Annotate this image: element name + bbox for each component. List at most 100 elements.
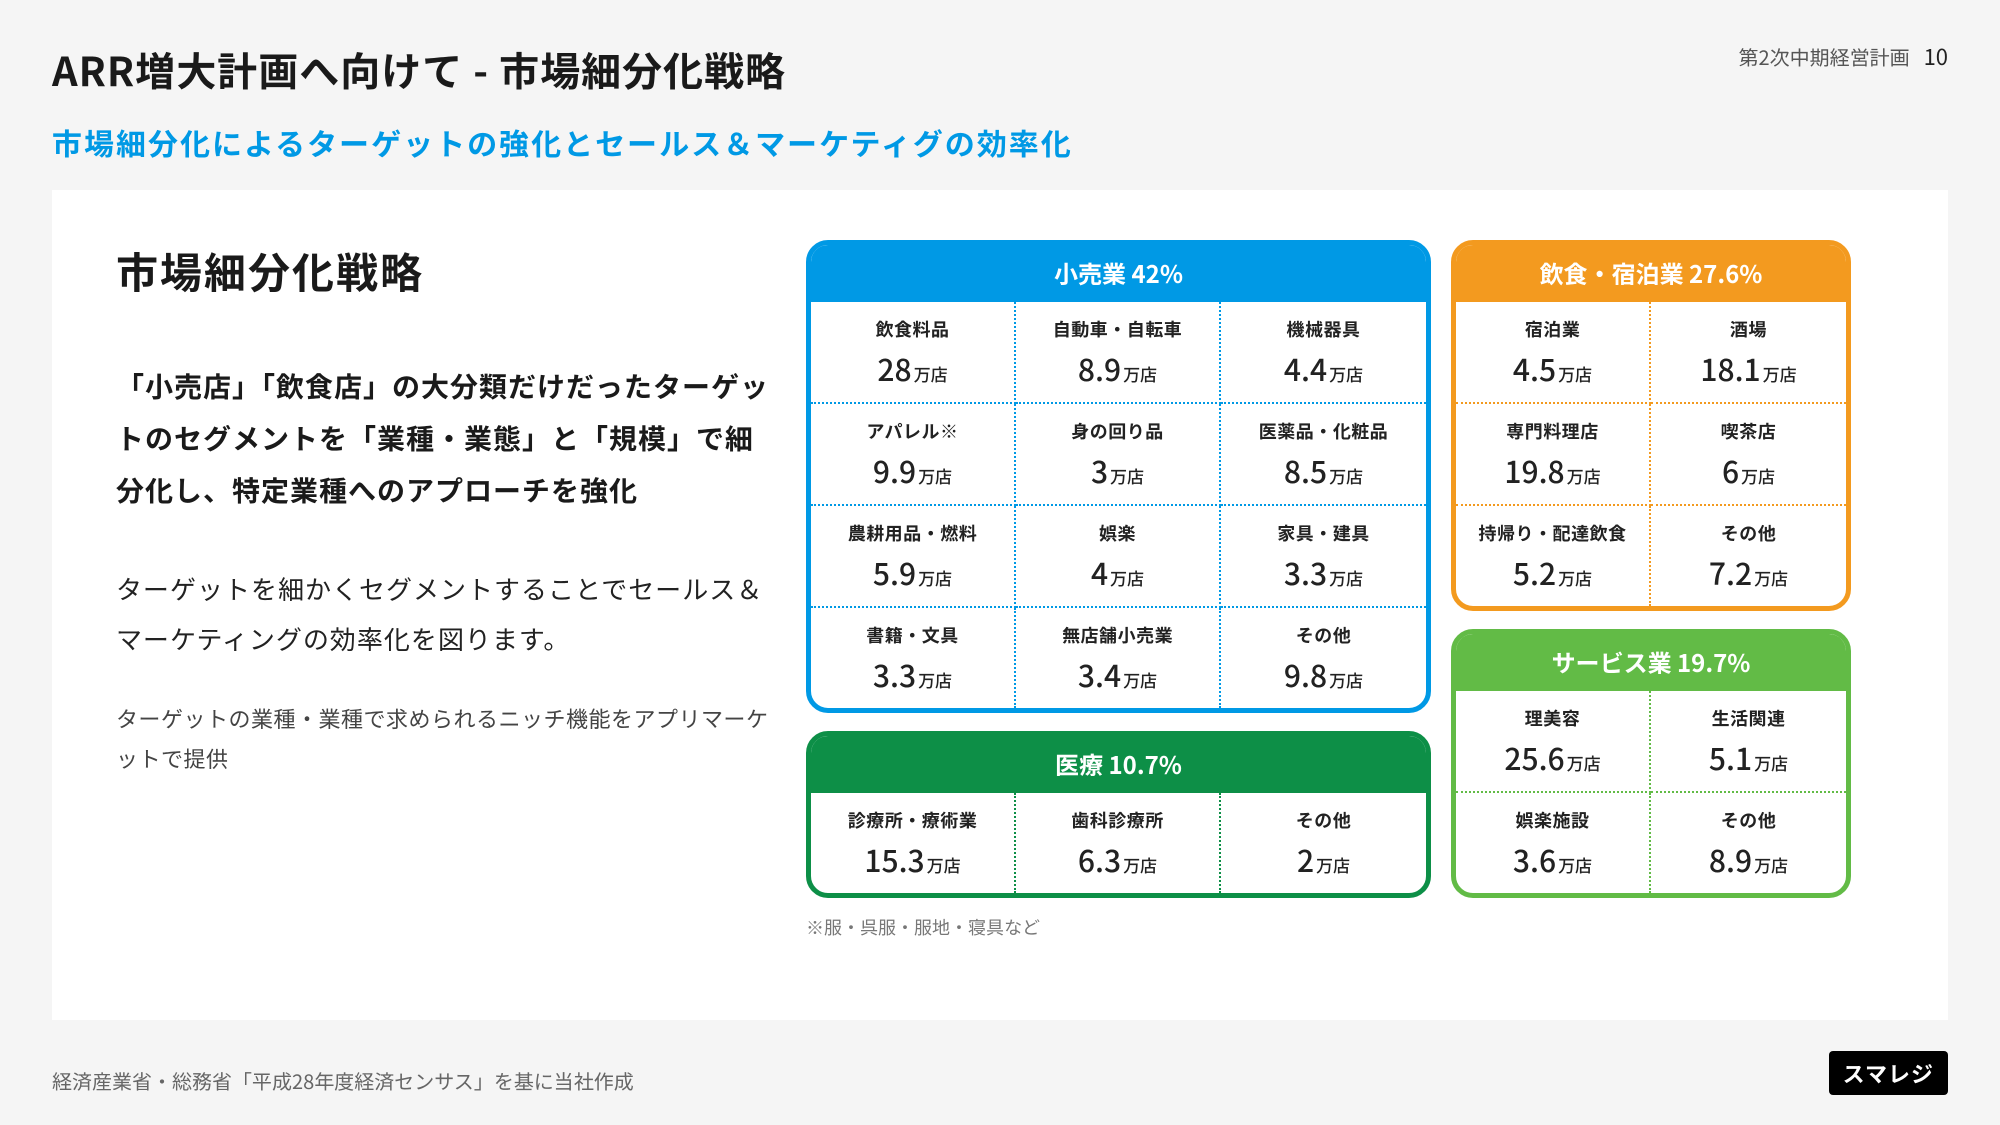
- segment-cell: 専門料理店19.8万店: [1456, 404, 1651, 506]
- segment-box-service: サービス業 19.7%理美容25.6万店生活関連5.1万店娯楽施設3.6万店その…: [1451, 629, 1851, 898]
- segment-cells: 理美容25.6万店生活関連5.1万店娯楽施設3.6万店その他8.9万店: [1456, 691, 1846, 893]
- segment-cells: 宿泊業4.5万店酒場18.1万店専門料理店19.8万店喫茶店6万店持帰り・配達飲…: [1456, 302, 1846, 606]
- segment-header: 飲食・宿泊業 27.6%: [1456, 245, 1846, 302]
- segment-header: 小売業 42%: [811, 245, 1426, 302]
- cell-value: 6万店: [1722, 448, 1775, 492]
- cell-unit: 万店: [918, 565, 952, 590]
- section-heading: 市場細分化戦略: [116, 240, 776, 301]
- subtitle: 市場細分化によるターゲットの強化とセールス＆マーケティグの効率化: [52, 120, 1948, 164]
- segment-cell: 歯科診療所 6.3万店: [1016, 793, 1221, 893]
- cell-value: 9.9万店: [873, 448, 952, 492]
- cell-label: 専門料理店: [1460, 418, 1645, 444]
- cell-unit: 万店: [1754, 565, 1788, 590]
- brand-logo: スマレジ: [1829, 1051, 1948, 1095]
- cell-label: 持帰り・配達飲食: [1460, 520, 1645, 546]
- slide: ARR増大計画へ向けて - 市場細分化戦略 第2次中期経営計画 10 市場細分化…: [0, 0, 2000, 1125]
- cell-value: 5.9万店: [873, 550, 952, 594]
- segment-cell: 身の回り品 3万店: [1016, 404, 1221, 506]
- cell-unit: 万店: [1763, 361, 1797, 386]
- segment-cell: その他 2万店: [1221, 793, 1426, 893]
- page-title: ARR増大計画へ向けて - 市場細分化戦略: [52, 40, 786, 98]
- cell-label: 書籍・文具: [815, 622, 1010, 648]
- page-number: 10: [1924, 40, 1948, 72]
- segment-cell: 自動車・自転車 8.9万店: [1016, 302, 1221, 404]
- cell-value: 7.2万店: [1709, 550, 1788, 594]
- cell-label: 家具・建具: [1225, 520, 1422, 546]
- cell-label: 理美容: [1460, 705, 1645, 731]
- segment-cell: 診療所・療術業 15.3万店: [811, 793, 1016, 893]
- segment-box-medical: 医療 10.7%診療所・療術業15.3万店歯科診療所6.3万店その他2万店: [806, 731, 1431, 898]
- segment-box-retail: 小売業 42%飲食料品28万店自動車・自転車8.9万店機械器具4.4万店アパレル…: [806, 240, 1431, 713]
- cell-value: 28万店: [877, 346, 947, 390]
- segment-cells: 診療所・療術業 15.3万店 歯科診療所 6.3万店 その他 2万店: [811, 793, 1426, 893]
- cell-unit: 万店: [1741, 463, 1775, 488]
- cell-label: 診療所・療術業: [815, 807, 1010, 833]
- cell-value: 5.1万店: [1709, 735, 1788, 779]
- cell-unit: 万店: [927, 852, 961, 877]
- plan-label: 第2次中期経営計画: [1738, 42, 1909, 71]
- cell-unit: 万店: [1754, 750, 1788, 775]
- cell-label: その他: [1655, 520, 1842, 546]
- cell-label: 機械器具: [1225, 316, 1422, 342]
- segment-cell: 喫茶店6万店: [1651, 404, 1846, 506]
- segment-cell: その他9.8万店: [1221, 608, 1426, 708]
- cell-unit: 万店: [1123, 361, 1157, 386]
- cell-label: その他: [1225, 807, 1422, 833]
- para-1: 「小売店」「飲食店」の大分類だけだったターゲットのセグメントを「業種・業態」と「…: [116, 361, 776, 516]
- header: ARR増大計画へ向けて - 市場細分化戦略 第2次中期経営計画 10: [52, 40, 1948, 98]
- cell-unit: 万店: [1123, 852, 1157, 877]
- cell-value: 4万店: [1091, 550, 1144, 594]
- cell-label: 歯科診療所: [1020, 807, 1215, 833]
- cell-unit: 万店: [1754, 852, 1788, 877]
- cell-label: 医薬品・化粧品: [1225, 418, 1422, 444]
- cell-unit: 万店: [1329, 565, 1363, 590]
- cell-label: 自動車・自転車: [1020, 316, 1215, 342]
- cell-unit: 万店: [1567, 463, 1601, 488]
- cell-unit: 万店: [918, 667, 952, 692]
- cell-label: 娯楽施設: [1460, 807, 1645, 833]
- para-3: ターゲットの業種・業種で求められるニッチ機能をアプリマーケットで提供: [116, 699, 776, 778]
- cell-unit: 万店: [1329, 361, 1363, 386]
- segment-grid: 小売業 42%飲食料品28万店自動車・自転車8.9万店機械器具4.4万店アパレル…: [806, 240, 1900, 990]
- cell-value: 8.9万店: [1709, 837, 1788, 881]
- cell-unit: 万店: [914, 361, 948, 386]
- content-panel: 市場細分化戦略 「小売店」「飲食店」の大分類だけだったターゲットのセグメントを「…: [52, 190, 1948, 1020]
- cell-label: 生活関連: [1655, 705, 1842, 731]
- segment-cell: 娯楽 4万店: [1016, 506, 1221, 608]
- cell-value: 3.4万店: [1078, 652, 1157, 696]
- segment-box-food: 飲食・宿泊業 27.6%宿泊業4.5万店酒場18.1万店専門料理店19.8万店喫…: [1451, 240, 1851, 611]
- segment-header: サービス業 19.7%: [1456, 634, 1846, 691]
- segment-cell: 宿泊業4.5万店: [1456, 302, 1651, 404]
- cell-unit: 万店: [1110, 565, 1144, 590]
- cell-unit: 万店: [1110, 463, 1144, 488]
- segment-cell: 書籍・文具 3.3万店: [811, 608, 1016, 708]
- cell-label: アパレル※: [815, 418, 1010, 444]
- segment-cell: 飲食料品28万店: [811, 302, 1016, 404]
- footer: 経済産業省・総務省「平成28年度経済センサス」を基に当社作成 スマレジ: [52, 1051, 1948, 1095]
- cell-value: 2万店: [1297, 837, 1350, 881]
- header-meta: 第2次中期経営計画 10: [1738, 40, 1948, 72]
- segment-cell: 理美容 25.6万店: [1456, 691, 1651, 793]
- cell-value: 15.3万店: [864, 837, 960, 881]
- cell-value: 8.5万店: [1284, 448, 1363, 492]
- cell-unit: 万店: [1329, 667, 1363, 692]
- cell-label: 身の回り品: [1020, 418, 1215, 444]
- cell-unit: 万店: [1567, 750, 1601, 775]
- segment-cell: 農耕用品・燃料5.9万店: [811, 506, 1016, 608]
- cell-unit: 万店: [918, 463, 952, 488]
- segment-cell: その他 7.2万店: [1651, 506, 1846, 606]
- segment-cell: 生活関連 5.1万店: [1651, 691, 1846, 793]
- cell-value: 9.8万店: [1284, 652, 1363, 696]
- left-column: 市場細分化戦略 「小売店」「飲食店」の大分類だけだったターゲットのセグメントを「…: [116, 240, 776, 990]
- cell-label: 娯楽: [1020, 520, 1215, 546]
- cell-value: 25.6万店: [1504, 735, 1600, 779]
- cell-label: 無店舗小売業: [1020, 622, 1215, 648]
- cell-label: 宿泊業: [1460, 316, 1645, 342]
- cell-value: 3.3万店: [873, 652, 952, 696]
- segment-cell: アパレル※ 9.9万店: [811, 404, 1016, 506]
- cell-value: 6.3万店: [1078, 837, 1157, 881]
- cell-unit: 万店: [1316, 852, 1350, 877]
- cell-value: 3万店: [1091, 448, 1144, 492]
- cell-value: 8.9万店: [1078, 346, 1157, 390]
- segment-cell: 持帰り・配達飲食5.2万店: [1456, 506, 1651, 606]
